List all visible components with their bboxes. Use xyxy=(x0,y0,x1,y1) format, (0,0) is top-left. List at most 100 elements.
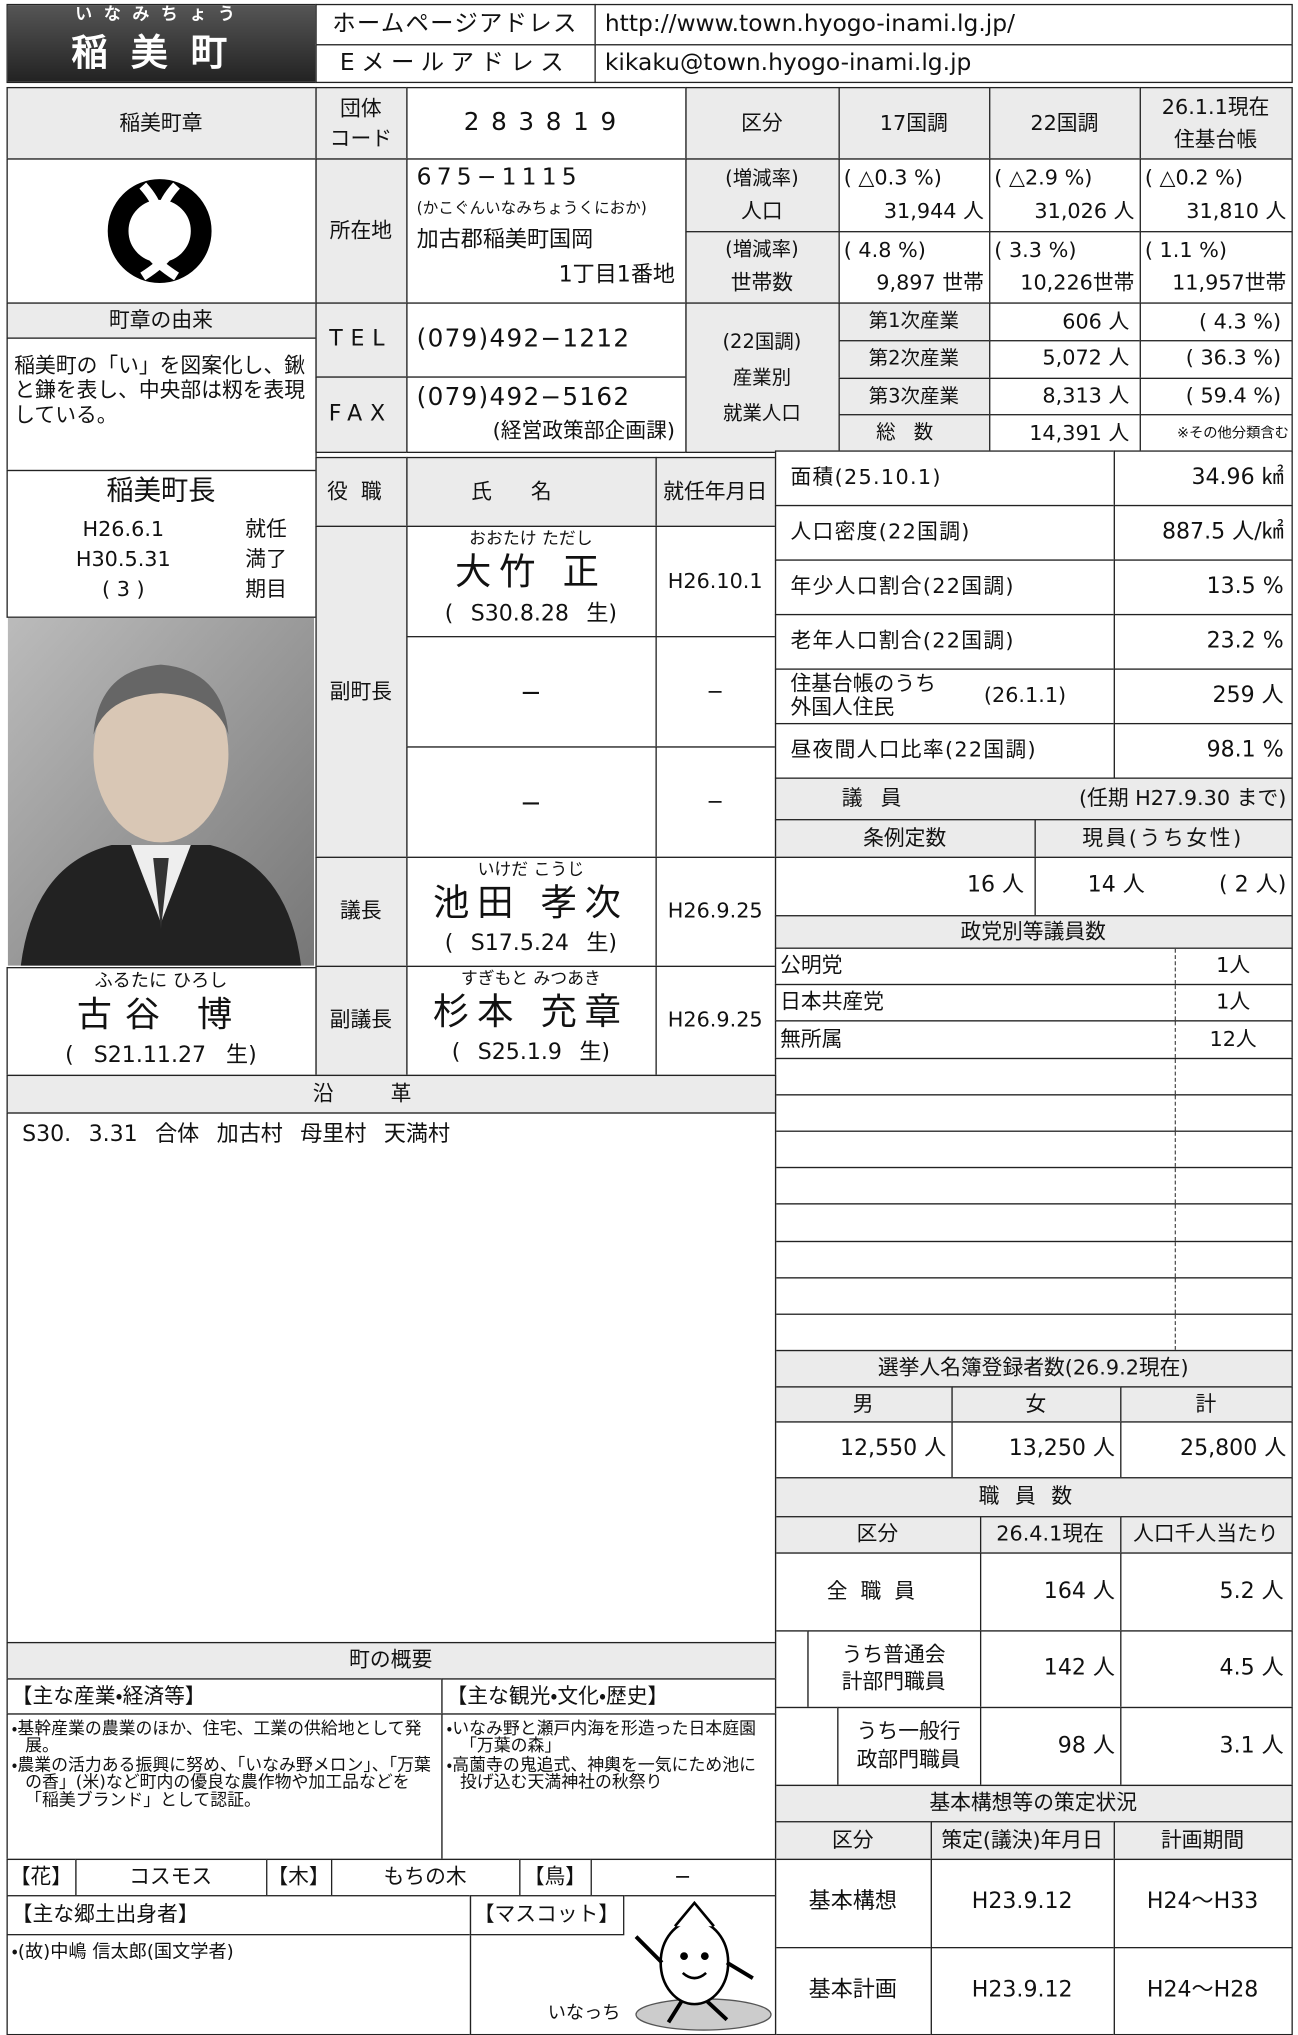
cell-text: 区分 xyxy=(831,1827,874,1852)
cell-text: ( 36.3 %) xyxy=(1185,345,1282,371)
official-name: − xyxy=(519,675,542,707)
cell-text: 【主な産業・経済等】 xyxy=(11,1683,206,1708)
cell-text: ( S25.1.9 生) xyxy=(451,1039,611,1066)
cell-text: 5,072 人 xyxy=(1042,345,1130,371)
cell-text: 675−1115 xyxy=(416,163,582,191)
official-name: 杉本 充章 xyxy=(432,989,629,1033)
official-name: 池田 孝次 xyxy=(432,880,629,924)
table-cell xyxy=(685,86,840,160)
cell-text: 【主な観光・文化・歴史】 xyxy=(446,1683,669,1708)
cell-text: ( S21.11.27 生) xyxy=(65,1041,257,1068)
cell-text: 【木】 xyxy=(267,1864,330,1889)
cell-text: 26.1.1現在 xyxy=(1161,94,1270,120)
cell-text: 政部門職員 xyxy=(856,1747,961,1772)
cell-text: 3.1 人 xyxy=(1219,1732,1284,1759)
cell-text: 人口密度(22国調) xyxy=(790,519,971,545)
table-cell xyxy=(774,559,1115,616)
table-cell xyxy=(774,1629,809,1709)
table-cell xyxy=(774,668,1115,725)
cell-text: H26.9.25 xyxy=(667,898,763,924)
party-divider xyxy=(1174,1241,1176,1277)
table-cell xyxy=(774,1057,1293,1096)
table-cell xyxy=(6,3,317,84)
table-cell xyxy=(315,3,596,46)
cell-text: 98.1 % xyxy=(1206,736,1284,763)
cell-text: ・(故)中嶋 信太郎(国文学者) xyxy=(11,1942,234,1963)
cell-text: 13.5 % xyxy=(1206,573,1284,600)
cell-text: 基本計画 xyxy=(808,1976,897,2003)
cell-text: H24〜H33 xyxy=(1146,1889,1259,1916)
cell-text: 17国調 xyxy=(879,109,948,135)
party-divider xyxy=(1174,1131,1176,1168)
cell-text: 【花】 xyxy=(9,1864,73,1889)
cell-text: (26.1.1) xyxy=(983,683,1067,708)
table-cell xyxy=(774,777,1293,821)
table-cell xyxy=(6,1641,777,1680)
party-divider xyxy=(1174,1168,1176,1204)
table-cell xyxy=(315,376,408,454)
cell-text: FAX xyxy=(328,400,393,427)
table-cell xyxy=(6,1895,472,1936)
table-cell xyxy=(930,1858,1115,1948)
cell-text: 男 xyxy=(852,1391,874,1416)
table-cell xyxy=(1120,1386,1293,1423)
cell-text: 【主な郷土出身者】 xyxy=(11,1901,199,1927)
cell-text: 164 人 xyxy=(1043,1577,1115,1604)
cell-text: ( △0.3 %) xyxy=(843,164,942,190)
table-cell xyxy=(1034,856,1293,917)
cell-text: 副町長 xyxy=(329,678,392,704)
cell-text: 区分 xyxy=(741,109,783,135)
table-cell xyxy=(406,746,657,858)
table-cell xyxy=(6,469,317,618)
town-furigana: いなみちょう xyxy=(75,4,247,25)
cell-text: 9,897 世帯 xyxy=(876,270,984,296)
table-cell xyxy=(951,1421,1122,1479)
cell-text: 基本構想等の策定状況 xyxy=(929,1790,1138,1815)
email-address: kikaku@town.hyogo-inami.lg.jp xyxy=(604,48,972,77)
table-cell xyxy=(6,1713,443,1861)
cell-text: H23.9.12 xyxy=(971,1889,1073,1916)
table-cell xyxy=(989,339,1141,379)
party-divider xyxy=(1174,948,1176,985)
table-cell xyxy=(406,158,687,304)
party-divider xyxy=(1174,1058,1176,1094)
cell-text: 稲美町章 xyxy=(119,109,203,135)
table-cell xyxy=(774,1858,932,1948)
cell-text: 産業別 xyxy=(732,365,792,390)
cell-text: ( S30.8.28 生) xyxy=(444,600,618,627)
cell-text: 就業人口 xyxy=(722,401,801,425)
table-cell xyxy=(838,230,991,304)
cell-text: ( 3 ) xyxy=(101,575,145,601)
mayor-name: 古谷 博 xyxy=(76,995,246,1036)
cell-text: 面積(25.10.1) xyxy=(790,464,942,490)
cell-text: 選挙人名簿登録者数(26.9.2現在) xyxy=(877,1355,1189,1381)
table-cell xyxy=(406,302,687,378)
cell-text: 条例定数 xyxy=(863,825,947,850)
table-cell xyxy=(1113,668,1293,725)
cell-text: ( 4.3 %) xyxy=(1198,308,1282,334)
cell-text: ・高薗寺の鬼追式、神輿を一気にため池に投げ込む天満神社の秋祭り xyxy=(446,1756,756,1793)
table-cell xyxy=(774,613,1115,670)
table-cell xyxy=(6,302,317,339)
table-cell xyxy=(315,86,408,160)
cell-text: 5.2 人 xyxy=(1219,1577,1284,1604)
table-cell xyxy=(989,377,1141,416)
table-cell xyxy=(979,1629,1122,1709)
cell-text: 259 人 xyxy=(1212,682,1284,709)
table-cell xyxy=(930,1946,1115,2035)
cell-text: 氏名 xyxy=(471,478,591,504)
table-cell xyxy=(774,1707,839,1787)
cell-text: H30.5.31 xyxy=(75,546,171,571)
cell-text: 10,226世帯 xyxy=(1020,270,1135,296)
cell-text: 議員 xyxy=(841,785,920,811)
cell-text: 基本構想 xyxy=(808,1889,897,1916)
table-cell xyxy=(441,1713,777,1861)
official-name: − xyxy=(519,785,542,818)
cell-text: 政党別等議員数 xyxy=(960,918,1106,944)
cell-text: 議長 xyxy=(340,898,382,924)
cell-text: 日本共産党 xyxy=(780,989,884,1015)
table-cell xyxy=(315,44,596,84)
cell-text: ふるたに ひろし xyxy=(94,971,228,993)
party-divider xyxy=(1174,1022,1176,1058)
